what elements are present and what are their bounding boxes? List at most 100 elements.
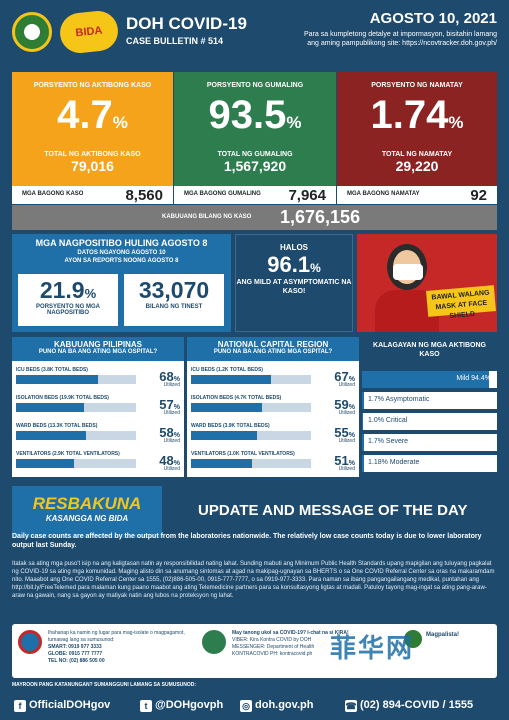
face-mask-icon [393, 264, 423, 280]
update-banner: RESBAKUNA KASANGGA NG BIDA UPDATE AND ME… [12, 486, 497, 538]
smart-number[interactable]: SMART: 0919 977 3333 [48, 644, 102, 650]
kontracovid-contact[interactable]: KONTRACOVID PH: kontracovid.ph [232, 651, 313, 657]
viber-contact[interactable]: VIBER: Kira Kontra COVID by DOH [232, 637, 312, 643]
case-status-panel: KALAGAYAN NG MGA AKTIBONG KASO Mild 94.4… [362, 337, 497, 477]
total-cases-label: KABUUANG BILANG NG KASO [162, 214, 252, 220]
recovered-label: PORSYENTO NG GUMALING [206, 82, 304, 89]
case-status-label: 1.7% Asymptomatic [368, 396, 430, 403]
positivity-rate-label: PORSYENTO NG MGA NAGPOSITIBO [36, 304, 100, 316]
contacts-panel: Ihahanap ka namin ng lugar para mag-isol… [12, 624, 497, 678]
new-cases-value: 8,560 [125, 187, 163, 204]
case-status-fill [362, 434, 365, 451]
referral-center-icon [18, 630, 42, 654]
new-recovered-value: 7,964 [288, 187, 326, 204]
positivity-sub2: AYON SA REPORTS NOONG AGOSTO 8 [64, 258, 179, 264]
active-total: 79,016 [71, 158, 114, 174]
asym-line2: ANG MILD AT ASYMPTOMATIC NA KASO! [236, 279, 352, 295]
hospital-row: ISOLATION BEDS (4.7K TOTAL BEDS) 59% Utili… [191, 393, 355, 420]
utilization-fill [16, 403, 85, 412]
bida-logo: BIDA [58, 9, 120, 55]
recovered-total: 1,567,920 [223, 158, 287, 174]
case-status-label: 1.0% Critical [368, 417, 408, 424]
website-link[interactable]: ◎ doh.gov.ph [240, 699, 313, 712]
utilization-fill [191, 375, 272, 384]
tested-count: 33,070 [138, 277, 210, 303]
case-status-row: 1.0% Critical [362, 413, 497, 430]
utilization-fill [191, 459, 253, 468]
deaths-panel: PORSYENTO NG NAMATAY 1.74% TOTAL NG NAMA… [337, 72, 497, 186]
phone-icon: ☎ [345, 700, 357, 712]
tested-box: 33,070 BILANG NG TINEST [124, 274, 224, 326]
mask-reminder-text: BAWAL WALANG MASK AT FACE SHIELD [425, 285, 497, 320]
recovered-total-label: TOTAL NG GUMALING [217, 151, 293, 158]
resbakuna-logo: RESBAKUNA KASANGGA NG BIDA [12, 486, 162, 538]
new-deaths-value: 92 [470, 187, 487, 204]
active-total-label: TOTAL NG AKTIBONG KASO [44, 151, 141, 158]
hotline-link[interactable]: ☎ (02) 894-COVID / 1555 [345, 699, 474, 712]
utilized-label: Utilized [338, 410, 355, 416]
new-recovered: MGA BAGONG GUMALING 7,964 [174, 186, 336, 204]
hospital-ncr-panel: NATIONAL CAPITAL REGION PUNO NA BA ANG A… [187, 337, 359, 477]
hospital-row-label: ICU BEDS (3.8K TOTAL BEDS) [16, 367, 88, 373]
footer-question: MAYROON PANG KATANUNGAN? SUMANGGUNI LAMA… [12, 682, 197, 688]
case-status-fill [362, 371, 490, 388]
utilization-percent: 58% [159, 425, 180, 440]
tel-number[interactable]: TEL NO: (02) 886 505 00 [48, 658, 105, 664]
hospital-row-label: ISOLATION BEDS (19.9K TOTAL BEDS) [16, 395, 109, 401]
utilization-percent: 48% [159, 453, 180, 468]
hospital-row: WARD BEDS (3.9K TOTAL BEDS) 55% Utilized [191, 421, 355, 448]
hospital-ncr-title: NATIONAL CAPITAL REGION [217, 340, 329, 349]
hospital-row: VENTILATORS (2.9K TOTAL VENTILATORS) 48% U… [16, 449, 180, 476]
positivity-panel: MGA NAGPOSITIBO HULING AGOSTO 8 DATOS NG… [12, 234, 231, 332]
hospital-row-label: WARD BEDS (13.3K TOTAL BEDS) [16, 423, 98, 429]
hospital-row-label: VENTILATORS (2.9K TOTAL VENTILATORS) [16, 451, 120, 457]
utilization-percent: 59% [334, 397, 355, 412]
utilization-fill [16, 375, 98, 384]
utilization-bar [16, 459, 136, 468]
utilization-percent: 51% [334, 453, 355, 468]
doh-seal-logo [12, 12, 52, 52]
recovered-panel: PORSYENTO NG GUMALING 93.5% TOTAL NG GUM… [174, 72, 336, 186]
utilization-fill [191, 431, 257, 440]
recovered-percent: 93.5% [208, 93, 302, 137]
hospital-row-label: ICU BEDS (1.2K TOTAL BEDS) [191, 367, 263, 373]
footer: f OfficialDOHgov t @DOHgovph ◎ doh.gov.ph ☎… [0, 690, 509, 720]
hospital-ph-title: KABUUANG PILIPINAS [53, 340, 142, 349]
hospital-row-label: VENTILATORS (1.0K TOTAL VENTILATORS) [191, 451, 295, 457]
hospital-ph-header: KABUUANG PILIPINAS PUNO NA BA ANG ATING … [12, 337, 184, 361]
utilization-bar [191, 403, 311, 412]
resbakuna-subtext: KASANGGA NG BIDA [45, 514, 129, 523]
asymptomatic-panel: HALOS 96.1% ANG MILD AT ASYMPTOMATIC NA … [235, 234, 353, 332]
case-status-row: 1.7% Asymptomatic [362, 392, 497, 409]
utilized-label: Utilized [163, 466, 180, 472]
kira-text: May tanong ukol sa COVID-19? I-chat na s… [232, 630, 349, 636]
info-text: Para sa kumpletong detalye at impormasyo… [304, 31, 497, 47]
utilization-percent: 68% [159, 369, 180, 384]
utilization-bar [16, 375, 136, 384]
utilization-fill [16, 431, 86, 440]
utilization-bar [191, 459, 311, 468]
globe-number[interactable]: GLOBE: 0915 777 7777 [48, 651, 103, 657]
deaths-total-label: TOTAL NG NAMATAY [381, 151, 453, 158]
case-status-row: 1.7% Severe [362, 434, 497, 451]
messenger-contact[interactable]: MESSENGER: Department of Health [232, 644, 315, 650]
total-cases: KABUUANG BILANG NG KASO 1,676,156 [12, 205, 497, 230]
facebook-link[interactable]: f OfficialDOHgov [14, 699, 110, 712]
twitter-link[interactable]: t @DOHgovph [140, 699, 223, 712]
utilized-label: Utilized [163, 438, 180, 444]
deaths-label: PORSYENTO NG NAMATAY [371, 82, 463, 89]
hospital-row: ISOLATION BEDS (19.9K TOTAL BEDS) 57% Util… [16, 393, 180, 420]
case-status-row: Mild 94.4% [362, 371, 497, 388]
case-status-label: Mild 94.4% [456, 375, 491, 382]
twitter-icon: t [140, 700, 152, 712]
case-status-title: KALAGAYAN NG MGA AKTIBONG KASO [373, 342, 486, 358]
hospital-row-label: WARD BEDS (3.9K TOTAL BEDS) [191, 423, 270, 429]
hospital-row-label: ISOLATION BEDS (4.7K TOTAL BEDS) [191, 395, 282, 401]
utilization-bar [191, 375, 311, 384]
update-message: Itatak sa ating mga puso't isip na ang k… [12, 561, 495, 599]
positivity-rate: 21.9% [39, 277, 97, 303]
positivity-title: MGA NAGPOSITIBO HULING AGOSTO 8 [35, 238, 208, 248]
resbakuna-text: RESBAKUNA [32, 494, 142, 513]
utilized-label: Utilized [338, 382, 355, 388]
case-status-label: 1.7% Severe [368, 438, 409, 445]
